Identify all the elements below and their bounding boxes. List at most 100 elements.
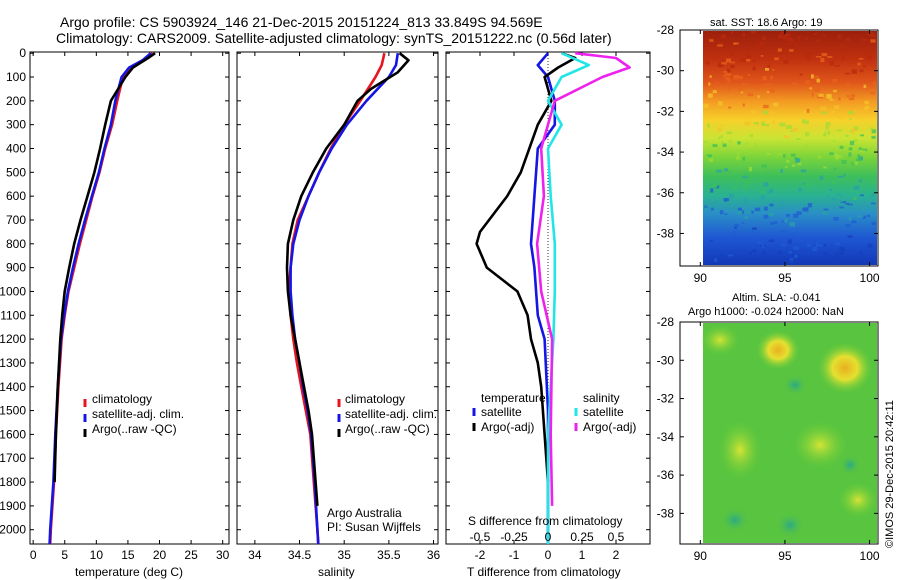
sst-pixel	[767, 65, 771, 68]
sst-pixel	[780, 51, 783, 55]
sst-pixel	[756, 44, 760, 48]
sst-pixel	[765, 68, 769, 71]
sst-pixel	[766, 91, 770, 94]
sst-pixel	[758, 242, 763, 244]
sst-pixel	[749, 166, 752, 172]
sst-pixel	[761, 244, 764, 248]
sla-axes: -28 -30 -32 -34 -36 -38 90 95 100	[657, 315, 880, 563]
x-tick-label: -2	[475, 548, 486, 562]
sst-pixel	[815, 48, 820, 52]
lat-tick-label: -36	[657, 186, 675, 200]
sst-pixel	[763, 206, 768, 211]
sst-pixel	[738, 87, 742, 91]
series-line	[529, 52, 557, 544]
depth-tick-label: 1500	[0, 404, 26, 418]
sst-pixel	[853, 197, 857, 200]
difference-plot: -2 -1 0 1 2 -0.5 -0.25 0 0.25 0.5	[446, 51, 650, 562]
sst-pixel	[794, 43, 798, 46]
sst-pixel	[744, 216, 748, 219]
sst-pixel	[730, 65, 733, 68]
sst-pixel	[829, 188, 833, 191]
sst-pixel	[723, 71, 728, 73]
lon-tick-label: 90	[694, 549, 708, 563]
sst-pixel	[829, 61, 835, 66]
sst-pixel	[820, 57, 825, 63]
sst-pixel	[799, 73, 803, 76]
sst-pixel	[763, 182, 769, 187]
sst-pixel	[722, 143, 727, 147]
sst-pixel	[817, 90, 821, 93]
sst-pixel	[836, 259, 841, 262]
sst-pixel	[841, 160, 847, 164]
sst-pixel	[779, 200, 786, 205]
sst-pixel	[710, 205, 713, 209]
sst-pixel	[762, 110, 769, 115]
sst-pixel	[857, 154, 861, 158]
sst-pixel	[709, 39, 714, 42]
lat-tick-label: -34	[657, 145, 675, 159]
series-line	[475, 51, 577, 483]
sst-pixel	[831, 257, 837, 260]
sst-pixel	[858, 147, 862, 150]
sst-pixel	[834, 253, 839, 258]
sst-pixel	[816, 87, 822, 90]
sst-pixel	[806, 182, 810, 187]
sst-pixel	[718, 101, 723, 106]
sst-pixel	[777, 255, 780, 260]
sst-pixel	[807, 203, 813, 208]
sst-pixel	[708, 154, 711, 158]
temperature-plot: 0100200300400500600700800900100011001200…	[0, 46, 230, 562]
sst-pixel	[852, 129, 855, 135]
sst-pixel	[820, 106, 826, 110]
sst-pixel	[761, 121, 765, 126]
sst-pixel	[814, 32, 817, 36]
sst-pixel	[778, 34, 782, 39]
sst-pixel	[783, 60, 789, 64]
sst-pixel	[740, 58, 747, 62]
sst-pixel	[790, 130, 793, 133]
temperature-xlabel: temperature (deg C)	[75, 565, 183, 579]
sst-pixel	[769, 88, 775, 93]
sst-pixel	[867, 244, 873, 248]
sst-pixel	[817, 113, 824, 117]
sst-pixel	[867, 214, 871, 218]
sst-pixel	[761, 164, 767, 168]
sst-pixel	[791, 164, 796, 167]
sst-pixel	[797, 161, 802, 166]
sst-pixel	[769, 83, 772, 87]
sst-pixel	[863, 65, 866, 68]
sla-title: Altim. SLA: -0.041	[732, 292, 821, 304]
sst-pixel	[849, 140, 855, 146]
sst-pixel	[832, 79, 838, 83]
depth-tick-label: 600	[6, 189, 26, 203]
sst-pixel	[788, 251, 792, 254]
salinity-panel	[236, 51, 439, 545]
sst-pixel	[814, 75, 820, 80]
sst-pixel	[704, 113, 708, 116]
temperature-group-title: temperature	[481, 391, 546, 405]
sst-pixel	[829, 152, 834, 155]
sst-pixel	[743, 185, 748, 189]
sst-pixel	[703, 103, 709, 109]
sst-pixel	[783, 154, 786, 158]
legend-climatology: climatology	[92, 392, 152, 406]
sst-pixel	[805, 80, 810, 85]
sst-pixel	[705, 60, 710, 65]
sst-pixel	[871, 135, 876, 139]
sst-pixel	[770, 222, 774, 225]
sst-pixel	[783, 115, 786, 118]
sst-pixel	[732, 231, 738, 235]
sal-legend-climatology: climatology	[345, 392, 405, 406]
imos-watermark: ©IMOS 29-Dec-2015 20:42:11	[884, 400, 896, 548]
sst-pixel	[849, 118, 852, 121]
s-difference-label: S difference from climatology	[468, 514, 623, 528]
sst-pixel	[745, 210, 751, 214]
sst-pixel	[771, 69, 775, 71]
sst-pixel	[845, 134, 849, 137]
sst-pixel	[844, 72, 850, 75]
sst-pixel	[752, 173, 757, 176]
sst-pixel	[751, 210, 754, 214]
sst-pixel	[760, 55, 764, 57]
x-tick-label: 25	[184, 548, 198, 562]
sst-pixel	[837, 155, 842, 158]
